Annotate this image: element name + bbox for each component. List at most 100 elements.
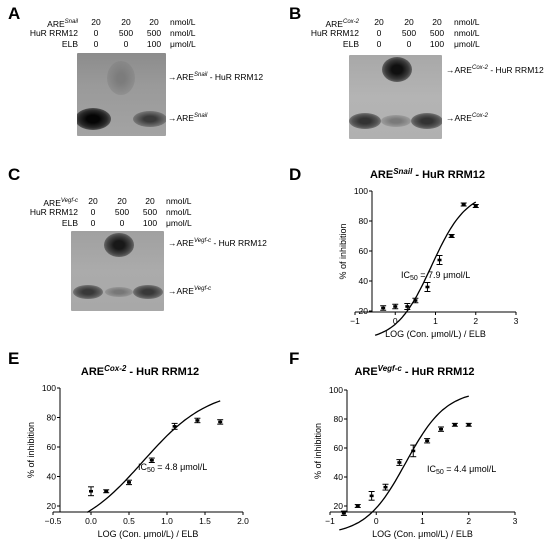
- panel-letter-e: E: [8, 349, 20, 368]
- band-label-free-a: →ARESnail: [168, 113, 208, 123]
- data-point: [438, 426, 444, 432]
- lane-value: 20: [121, 17, 131, 27]
- row-unit: μmol/L: [454, 39, 480, 49]
- point-marker: [341, 511, 346, 515]
- band-label-free-c: →AREVegf-c: [168, 286, 212, 296]
- point-marker: [89, 489, 93, 493]
- gel-image-a: [77, 53, 166, 136]
- y-axis-label: % of inhibition: [313, 423, 323, 479]
- row-label: ELB: [61, 39, 78, 49]
- row-unit: nmol/L: [454, 17, 480, 27]
- row-label: HuR RRM12: [310, 28, 359, 38]
- point-marker: [397, 461, 402, 464]
- x-tick-label: 1.5: [199, 516, 211, 526]
- y-tick-label: 40: [47, 472, 57, 482]
- chart-title: ARECox-2 - HuR RRM12: [81, 364, 199, 378]
- gel-band-free-lane2: [105, 287, 133, 297]
- y-tick-label: 100: [354, 186, 368, 196]
- point-marker: [425, 285, 430, 289]
- data-point: [382, 483, 389, 491]
- data-point: [472, 204, 479, 208]
- lane-value: 0: [376, 28, 382, 38]
- x-tick-label: 0: [393, 316, 398, 326]
- x-tick-label: 3: [514, 316, 519, 326]
- x-tick-label: 1: [420, 516, 425, 526]
- point-marker: [405, 305, 410, 308]
- gel-band-complex-lane2: [382, 57, 412, 82]
- row-unit: nmol/L: [454, 28, 480, 38]
- band-label-free-b: →ARECox-2: [446, 113, 488, 123]
- gel-image-c: [71, 231, 164, 311]
- point-marker: [413, 299, 418, 302]
- point-marker: [437, 258, 442, 262]
- lane-value: 500: [429, 28, 445, 38]
- data-point: [380, 305, 387, 311]
- panel-letter-a: A: [8, 4, 21, 23]
- gel-band-free-lane2: [381, 115, 411, 127]
- y-tick-label: 80: [47, 413, 57, 423]
- chart-title: ARESnail - HuR RRM12: [370, 167, 485, 181]
- row-unit: nmol/L: [166, 196, 192, 206]
- x-tick-label: 0.0: [85, 516, 97, 526]
- table-row-elb: ELB 0 0 100 μmol/L: [311, 39, 531, 50]
- x-axis-label: LOG (Con. μmol/L) / ELB: [372, 529, 473, 539]
- emsa-table-c: AREVegf-c 20 20 20 nmol/L HuR RRM12 0 50…: [30, 196, 240, 229]
- point-marker: [381, 306, 386, 310]
- gel-band-free-lane3: [133, 285, 163, 299]
- lane-value: 0: [376, 39, 382, 49]
- y-tick-label: 100: [42, 383, 56, 393]
- row-unit: nmol/L: [170, 17, 196, 27]
- gel-band-free-lane1: [73, 285, 103, 299]
- x-tick-label: 3: [513, 516, 518, 526]
- gel-image-b: [349, 55, 442, 139]
- point-marker: [466, 423, 471, 427]
- gel-band-free-lane3: [411, 113, 442, 129]
- table-row-are: ARECox-2 20 20 20 nmol/L: [311, 17, 531, 29]
- lane-value: 500: [401, 28, 417, 38]
- lane-value: 20: [374, 17, 384, 27]
- point-marker: [383, 485, 388, 489]
- y-tick-label: 40: [359, 276, 369, 286]
- point-marker: [473, 204, 478, 208]
- panel-letter-d: D: [289, 165, 302, 184]
- row-label: ELB: [342, 39, 359, 49]
- table-row-hur: HuR RRM12 0 500 500 nmol/L: [311, 28, 531, 39]
- x-axis-label: LOG (Con. μmol/L) / ELB: [385, 329, 486, 339]
- lane-value: 500: [114, 207, 130, 217]
- lane-value: 0: [123, 39, 129, 49]
- lane-value: 20: [149, 17, 159, 27]
- y-tick-label: 80: [334, 414, 344, 424]
- point-marker: [218, 420, 223, 424]
- table-row-elb: ELB 0 0 100 μmol/L: [30, 39, 240, 50]
- table-row-are: AREVegf-c 20 20 20 nmol/L: [30, 196, 240, 208]
- band-label-complex-a: →ARESnail - HuR RRM12: [168, 72, 264, 82]
- row-label: ELB: [61, 218, 78, 228]
- chart-title: AREVegf-c - HuR RRM12: [354, 364, 474, 378]
- x-tick-label: 0.5: [123, 516, 135, 526]
- lane-value: 500: [142, 207, 158, 217]
- y-tick-label: 20: [334, 501, 344, 511]
- fit-curve: [339, 395, 469, 531]
- emsa-table-b: ARECox-2 20 20 20 nmol/L HuR RRM12 0 500…: [311, 17, 531, 50]
- data-point: [126, 479, 132, 486]
- point-marker: [149, 458, 154, 462]
- table-row-hur: HuR RRM12 0 500 500 nmol/L: [30, 28, 240, 39]
- table-row-elb: ELB 0 0 100 μmol/L: [30, 218, 240, 229]
- fit-curve: [86, 400, 221, 513]
- table-row-hur: HuR RRM12 0 500 500 nmol/L: [30, 207, 240, 218]
- lane-value: 20: [88, 196, 98, 206]
- row-unit: μmol/L: [166, 218, 192, 228]
- x-tick-label: 2: [466, 516, 471, 526]
- lane-value: 20: [432, 17, 442, 27]
- row-label: AREVegf-c: [43, 197, 78, 208]
- row-unit: μmol/L: [170, 39, 196, 49]
- lane-value: 0: [119, 218, 125, 228]
- point-marker: [195, 419, 200, 422]
- gel-band-complex-lane2: [107, 61, 135, 95]
- lane-value: 0: [90, 207, 96, 217]
- ic50-annotation: IC50 = 4.4 μmol/L: [427, 464, 496, 476]
- x-tick-label: 1.0: [161, 516, 173, 526]
- data-point: [460, 202, 467, 207]
- x-axis-label: LOG (Con. μmol/L) / ELB: [98, 529, 199, 539]
- y-tick-label: 100: [329, 385, 343, 395]
